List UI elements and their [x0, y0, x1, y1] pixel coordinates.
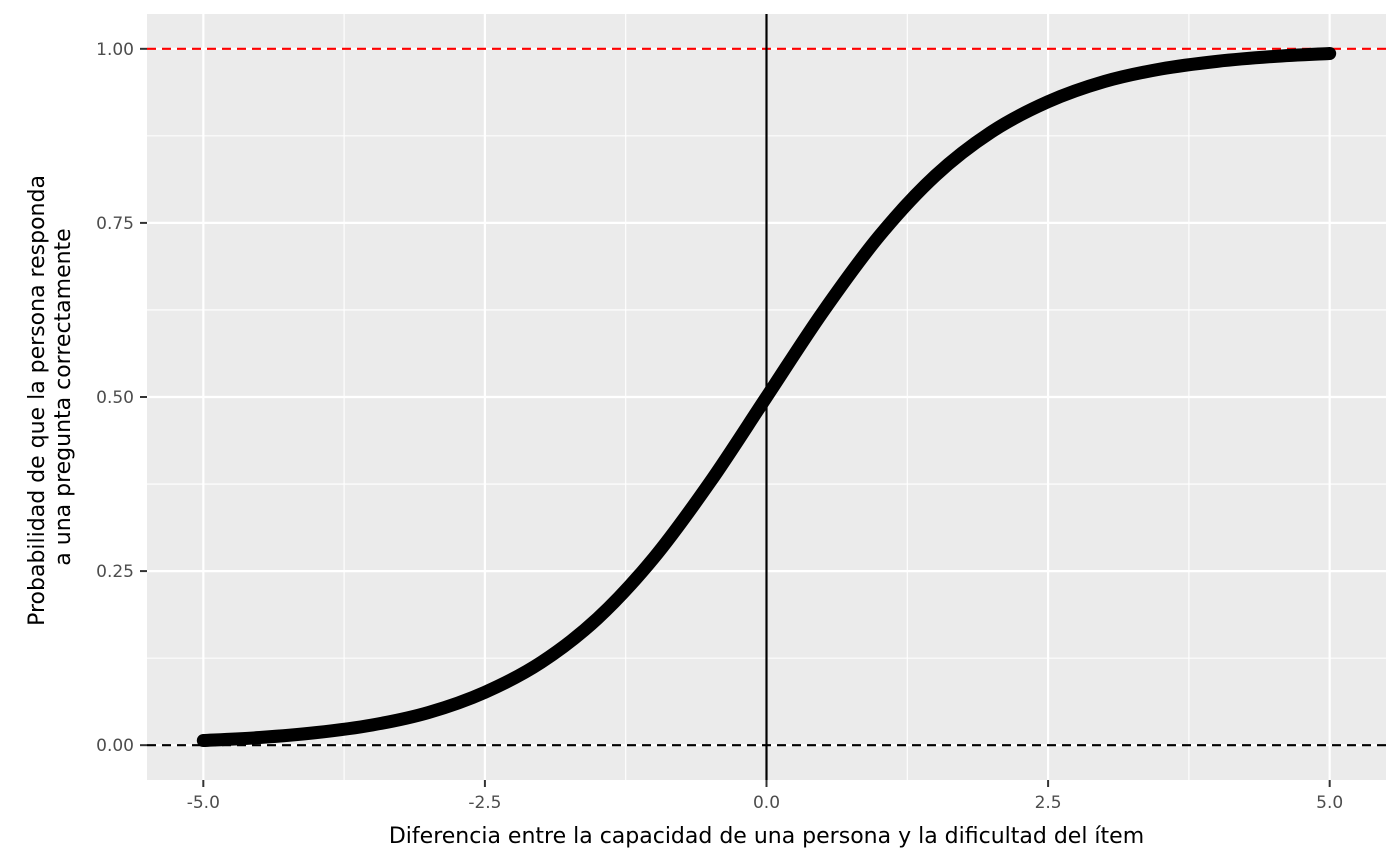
y-tick-label: 0.00 [96, 736, 134, 756]
x-tick-label: 2.5 [1035, 793, 1062, 813]
y-tick-label: 1.00 [96, 40, 134, 60]
x-tick-label: -5.0 [187, 793, 220, 813]
x-tick-label: 0.0 [753, 793, 780, 813]
y-axis-label-line-2: a una pregunta correctamente [51, 228, 76, 565]
y-tick-label: 0.25 [96, 562, 134, 582]
x-tick-label: -2.5 [468, 793, 501, 813]
y-tick-label: 0.75 [96, 214, 134, 234]
x-axis-ticks: -5.0 -2.5 0.0 2.5 5.0 [187, 780, 1343, 813]
y-axis-label-line-1: Probabilidad de que la persona responda [25, 175, 50, 626]
series-line [196, 46, 1337, 748]
y-axis-ticks: 0.00 0.25 0.50 0.75 1.00 [96, 40, 147, 756]
series-curve [196, 46, 1337, 748]
x-tick-label: 5.0 [1316, 793, 1343, 813]
y-tick-label: 0.50 [96, 388, 134, 408]
y-axis-label: Probabilidad de que la persona responda … [25, 168, 76, 626]
x-axis-label: Diferencia entre la capacidad de una per… [389, 824, 1144, 849]
